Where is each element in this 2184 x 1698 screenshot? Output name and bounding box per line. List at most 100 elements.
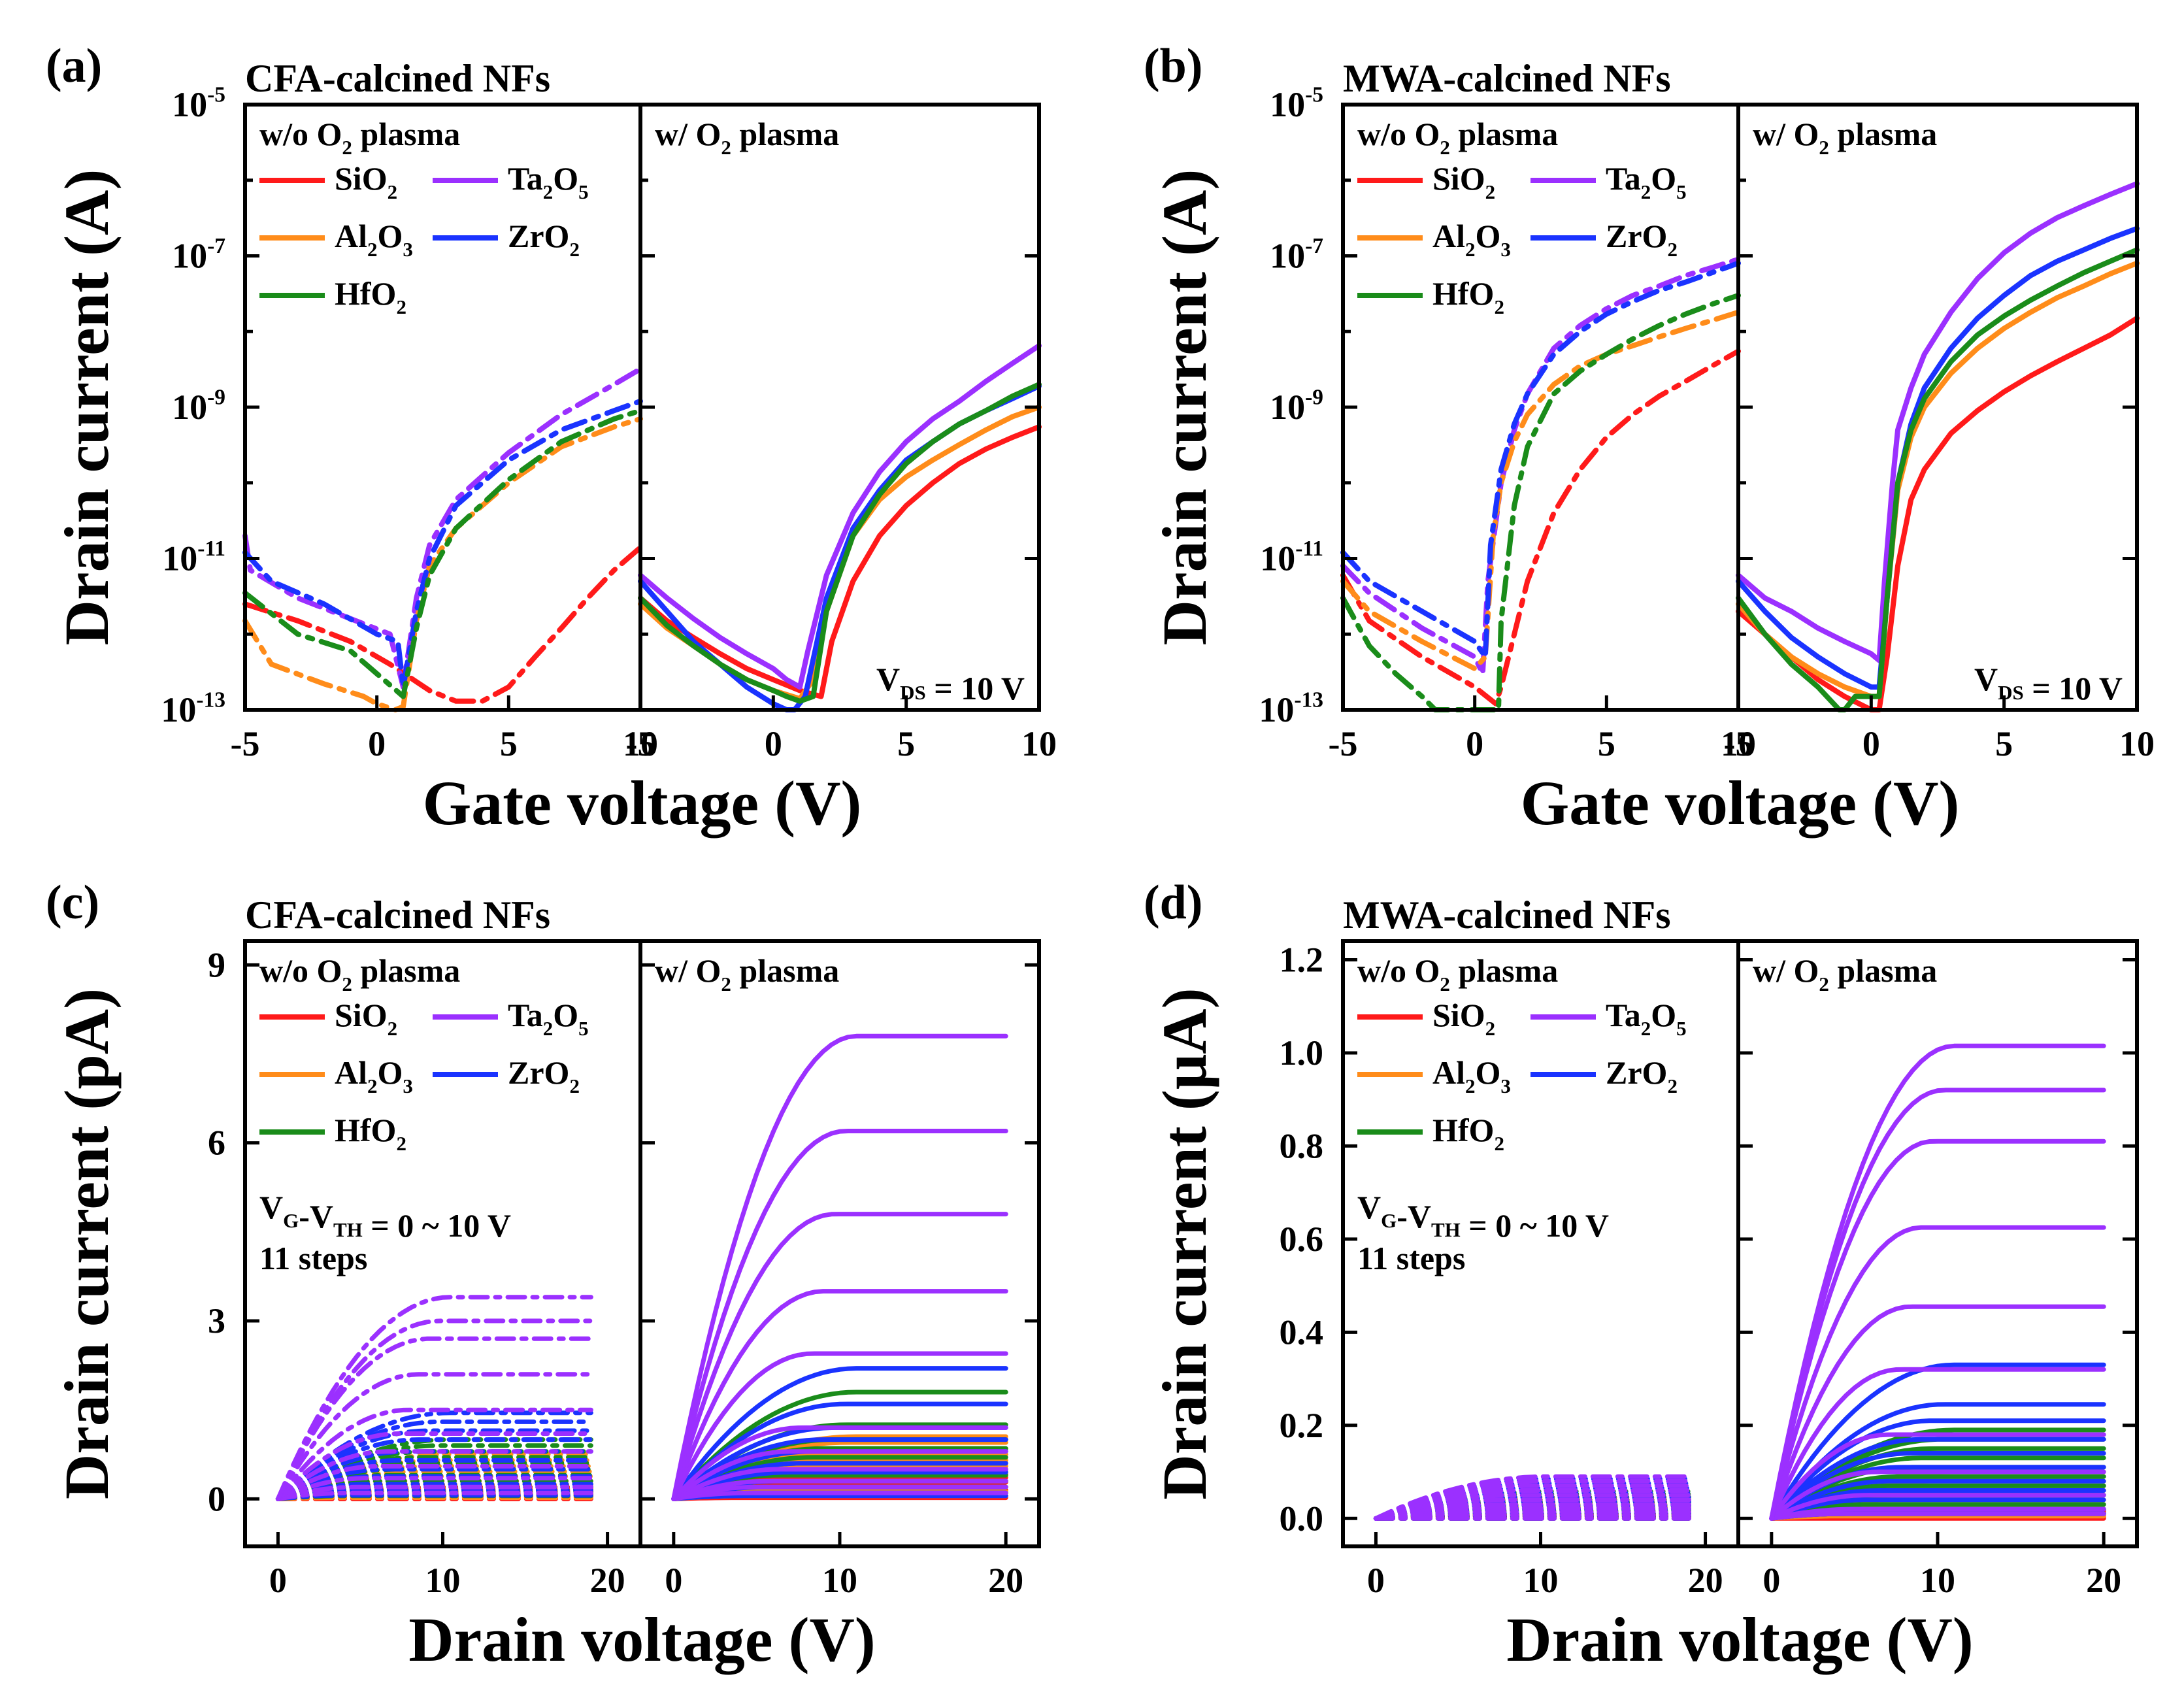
y-tick-label: 10-13 [161, 688, 225, 729]
x-tick-label: 10 [1523, 1561, 1559, 1600]
output-curve-Ta2O5-step-4 [671, 1449, 1008, 1501]
legend-label-ZrO2: ZrO2 [508, 218, 580, 261]
sweep-note: VG-VTH = 0 ~ 10 V [1357, 1189, 1609, 1244]
output-curve-Ta2O5-step-4 [1769, 1432, 2106, 1521]
output-curve-Ta2O5-step-1 [671, 1484, 1008, 1501]
output-curve-Ta2O5-step-1 [1373, 1512, 1691, 1521]
output-curve-Ta2O5-step-6 [275, 1407, 593, 1501]
output-curve-Ta2O5-step-2 [671, 1478, 1008, 1501]
plot-area [242, 342, 1042, 712]
y-tick-label: 10-7 [1270, 234, 1323, 276]
output-curve-ZrO2-step-0 [671, 1493, 1008, 1501]
output-curve-Al2O3-step-10 [275, 1452, 593, 1501]
legend-label-ZrO2: ZrO2 [508, 1054, 580, 1097]
legend: SiO2 Ta2O5 Al2O3 ZrO2 HfO2 [259, 997, 589, 1155]
x-tick-label: 0 [269, 1561, 287, 1600]
series-line-ZrO2-without-plasma [1340, 260, 1741, 660]
output-curve-Ta2O5-step-6 [1769, 1304, 2106, 1521]
legend-label-ZrO2: ZrO2 [1606, 1054, 1678, 1097]
output-curve-ZrO2-step-5 [275, 1457, 593, 1501]
series-line-Al2O3-without-plasma [1340, 309, 1741, 671]
y-tick-label: 0 [208, 1479, 225, 1518]
series-line-HfO2-without-plasma [242, 408, 643, 699]
output-curve-HfO2-step-7 [275, 1455, 593, 1501]
output-curve-Ta2O5-step-5 [1769, 1367, 2106, 1521]
output-curve-ZrO2-step-1 [275, 1488, 593, 1501]
x-tick-label: 10 [1920, 1561, 1955, 1600]
panel-title: CFA-calcined NFs [245, 893, 550, 937]
output-curve-Ta2O5-step-0 [671, 1490, 1008, 1501]
output-curve-Ta2O5-step-2 [275, 1476, 593, 1501]
panel-d: (d) MWA-calcined NFs 0.0 0.2 0.4 0.6 0.8 1.0 1.2… [1144, 876, 2139, 1674]
x-tick-label: -5 [1724, 724, 1753, 763]
output-curve-ZrO2-step-7 [1769, 1437, 2106, 1521]
x-tick-label: 5 [1598, 724, 1615, 763]
output-curve-ZrO2-step-8 [1769, 1418, 2106, 1521]
output-curve-Ta2O5-step-1 [275, 1484, 593, 1501]
output-curve-Ta2O5-step-4 [275, 1449, 593, 1501]
output-curve-Ta2O5-step-4 [1373, 1502, 1691, 1521]
y-tick-label: 10-9 [1270, 385, 1323, 427]
output-curve-ZrO2-step-4 [671, 1470, 1008, 1501]
output-curve-Ta2O5-step-9 [1769, 1088, 2106, 1521]
x-axis-title: Drain voltage (V) [408, 1605, 876, 1674]
output-curve-ZrO2-step-4 [1769, 1478, 2106, 1521]
x-tick-label: 0 [1762, 1561, 1780, 1600]
plot-area [275, 1033, 1008, 1501]
subpanel-label: w/o O2 plasma [259, 116, 460, 159]
x-tick-label: -5 [1329, 724, 1358, 763]
y-tick-label: 10-5 [1270, 82, 1323, 124]
x-tick-label: 0 [1466, 724, 1483, 763]
series-line-HfO2-with-plasma [638, 382, 1042, 704]
subpanel-label: w/o O2 plasma [1357, 952, 1558, 995]
series-line-SiO2-without-plasma [242, 544, 643, 704]
output-curve-Ta2O5-step-7 [275, 1372, 593, 1501]
output-curve-ZrO2-step-9 [671, 1401, 1008, 1501]
output-curve-ZrO2-step-6 [1769, 1451, 2106, 1521]
x-axis-title: Drain voltage (V) [1506, 1605, 1974, 1674]
output-curve-HfO2-step-9 [275, 1443, 593, 1501]
x-tick-label: 10 [822, 1561, 857, 1600]
panel-title: CFA-calcined NFs [245, 57, 550, 100]
x-tick-label: 20 [590, 1561, 625, 1600]
panel-label: (b) [1144, 39, 1202, 93]
output-curve-ZrO2-step-10 [1769, 1362, 2106, 1521]
output-curve-Ta2O5-step-3 [275, 1463, 593, 1501]
output-curve-Ta2O5-step-7 [671, 1289, 1008, 1501]
x-tick-label: 0 [1367, 1561, 1385, 1600]
legend-label-HfO2: HfO2 [335, 275, 406, 318]
x-tick-label: 0 [1862, 724, 1880, 763]
plot-area [1373, 1043, 2106, 1521]
output-curve-Ta2O5-step-3 [671, 1467, 1008, 1501]
panel-b: (b) MWA-calcined NFs10-1310-1110-910-710-… [1144, 39, 2155, 838]
output-curve-Ta2O5-step-8 [671, 1212, 1008, 1501]
y-tick-label: 0.2 [1280, 1406, 1324, 1445]
series-line-SiO2-without-plasma [1340, 348, 1741, 707]
y-tick-label: 0.8 [1280, 1126, 1324, 1165]
output-curve-ZrO2-step-3 [1769, 1488, 2106, 1521]
output-curve-HfO2-step-10 [671, 1390, 1008, 1501]
panel-label: (d) [1144, 876, 1202, 929]
series-line-HfO2-with-plasma [1736, 247, 2140, 712]
vds-annotation: VDS = 10 V [876, 661, 1025, 707]
x-tick-label: 5 [897, 724, 915, 763]
subpanel-label: w/ O2 plasma [1753, 116, 1937, 159]
legend-label-SiO2: SiO2 [1432, 160, 1495, 203]
x-tick-label: 0 [368, 724, 386, 763]
series-line-Al2O3-with-plasma [1736, 260, 2140, 699]
output-curve-HfO2-step-2 [1769, 1502, 2106, 1521]
x-axis-title: Gate voltage (V) [423, 768, 862, 838]
legend-label-HfO2: HfO2 [1432, 1112, 1504, 1155]
output-curve-Ta2O5-step-8 [1769, 1139, 2106, 1521]
subpanel-label: w/ O2 plasma [655, 952, 839, 995]
output-curve-ZrO2-step-4 [275, 1467, 593, 1501]
output-curve-Ta2O5-step-9 [275, 1318, 593, 1501]
x-tick-label: 10 [2119, 724, 2155, 763]
y-tick-label: 1.0 [1280, 1033, 1324, 1073]
panel-c: (c) CFA-calcined NFs 0 3 6 9 0 10 20 0 10 20 Drain v… [46, 876, 1041, 1674]
output-curve-Ta2O5-step-1 [1769, 1507, 2106, 1521]
x-tick-label: 20 [988, 1561, 1023, 1600]
y-tick-label: 9 [208, 945, 225, 984]
steps-note: 11 steps [1357, 1240, 1465, 1276]
panel-label: (a) [46, 39, 102, 93]
